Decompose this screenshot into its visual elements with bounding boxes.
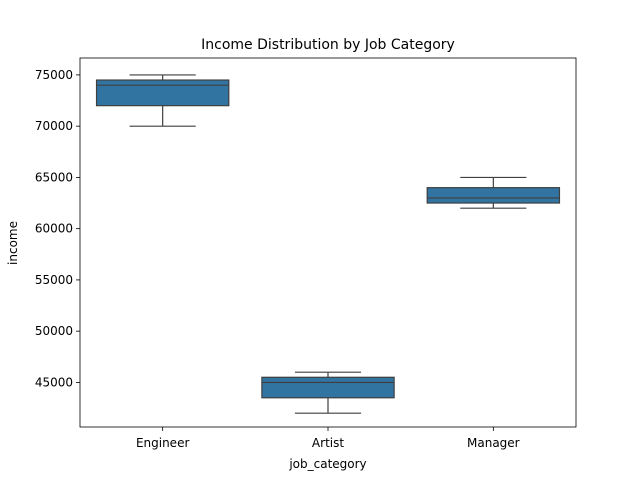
box-artist — [261, 371, 395, 414]
y-axis-label: income — [6, 221, 20, 265]
y-tick-label: 45000 — [35, 375, 73, 389]
x-axis-ticks: Engineer Artist Manager — [136, 427, 520, 450]
plot-frame — [79, 57, 577, 428]
y-tick-label: 55000 — [35, 273, 73, 287]
y-tick-label: 60000 — [35, 222, 73, 236]
y-tick-label: 65000 — [35, 170, 73, 184]
y-tick-label: 70000 — [35, 119, 73, 133]
x-axis-label: job_category — [288, 457, 366, 471]
x-tick-label: Artist — [312, 436, 344, 450]
x-tick-label: Manager — [467, 436, 520, 450]
y-tick-label: 50000 — [35, 324, 73, 338]
iqr-box — [261, 376, 395, 399]
box-engineer — [95, 74, 230, 127]
box-manager — [426, 176, 561, 209]
chart-title: Income Distribution by Job Category — [201, 37, 455, 53]
y-axis-ticks: 45000 50000 55000 60000 65000 70000 75000 — [35, 68, 80, 389]
x-tick-label: Engineer — [136, 436, 190, 450]
iqr-box — [426, 187, 561, 204]
y-tick-label: 75000 — [35, 68, 73, 82]
box-series — [95, 74, 561, 414]
iqr-box — [95, 79, 230, 107]
